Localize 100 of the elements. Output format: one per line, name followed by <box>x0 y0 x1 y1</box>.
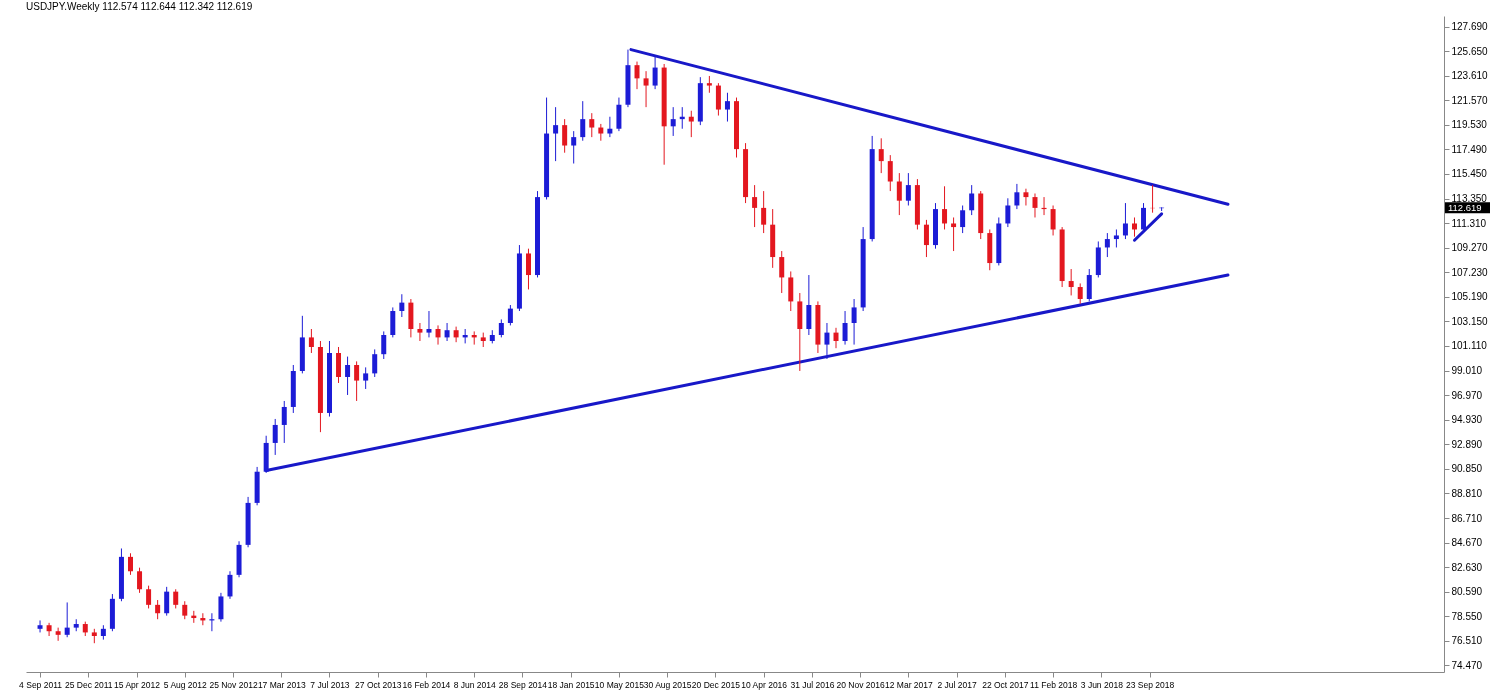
candlestick <box>1104 232 1110 258</box>
x-tick-label: 15 Apr 2012 <box>114 679 161 690</box>
y-tick-label: 107.230 <box>1451 266 1489 278</box>
candlestick <box>670 106 676 137</box>
candlestick <box>308 328 314 354</box>
candlestick <box>842 310 848 346</box>
candlestick <box>688 110 694 138</box>
y-tick-label: 103.150 <box>1451 315 1489 327</box>
x-tick-label: 27 Oct 2013 <box>355 679 402 690</box>
x-tick-label: 25 Dec 2011 <box>65 679 113 690</box>
y-tick-label: 96.970 <box>1451 389 1483 401</box>
candlestick <box>715 82 721 117</box>
x-tick-label: 22 Oct 2017 <box>982 679 1029 690</box>
y-tick-label: 101.110 <box>1451 340 1488 352</box>
candlestick <box>55 627 61 642</box>
candlestick <box>951 216 957 252</box>
y-tick-label: 123.610 <box>1451 70 1489 82</box>
candlestick <box>64 601 70 638</box>
candlestick <box>164 586 170 617</box>
x-tick-label: 8 Jun 2014 <box>453 679 496 690</box>
candlestick <box>37 619 43 633</box>
chart-title: USDJPY.Weekly 112.574 112.644 112.342 112.619 <box>26 1 253 12</box>
x-tick-label: 5 Aug 2012 <box>163 679 208 690</box>
candlestick <box>652 55 658 90</box>
candlestick <box>896 172 902 216</box>
candlestick <box>761 190 767 234</box>
candlestick <box>1005 197 1011 228</box>
candlestick <box>1122 202 1128 240</box>
y-tick-label: 115.450 <box>1451 168 1488 180</box>
x-tick-label: 25 Nov 2012 <box>209 679 258 690</box>
candlestick <box>444 322 450 342</box>
candlestick <box>227 570 233 600</box>
candlestick <box>525 248 531 290</box>
candlestick <box>507 304 513 326</box>
candlestick <box>1032 192 1038 218</box>
y-tick-label: 82.630 <box>1451 561 1483 573</box>
y-tick-label: 84.670 <box>1451 537 1483 549</box>
candlestick <box>1014 183 1020 210</box>
x-tick-label: 12 Mar 2017 <box>884 679 933 690</box>
x-tick-label: 4 Sep 2011 <box>19 679 63 690</box>
y-tick-label: 78.550 <box>1451 610 1483 622</box>
candlestick <box>887 154 893 192</box>
candlestick <box>345 356 351 396</box>
candlestick <box>137 567 143 594</box>
y-tick-label: 99.010 <box>1451 365 1483 377</box>
y-tick-label: 127.690 <box>1451 21 1489 33</box>
candlestick <box>1131 216 1137 238</box>
candlestick <box>1050 204 1056 236</box>
candlestick <box>634 61 640 90</box>
x-tick-label: 28 Sep 2014 <box>498 679 548 690</box>
x-tick-label: 11 Feb 2018 <box>1030 679 1078 690</box>
x-tick-label: 20 Nov 2016 <box>836 679 885 690</box>
candlestick <box>453 326 459 343</box>
candlestick <box>806 274 812 336</box>
y-tick-label: 90.850 <box>1451 463 1483 475</box>
x-tick-label: 16 Feb 2014 <box>402 679 451 690</box>
x-tick-label: 3 Jun 2018 <box>1080 679 1124 690</box>
candlestick <box>643 70 649 108</box>
candlestick <box>1068 268 1074 296</box>
candlestick <box>580 100 586 142</box>
x-tick-label: 17 Mar 2013 <box>257 679 306 690</box>
candlestick <box>363 366 369 390</box>
candlestick <box>571 130 577 165</box>
candlestick <box>173 588 179 609</box>
candlestick <box>1086 268 1092 302</box>
x-tick-label: 30 Aug 2015 <box>643 679 692 690</box>
x-tick-label: 20 Dec 2015 <box>691 679 741 690</box>
candlestick <box>1077 282 1083 305</box>
candlestick <box>562 118 568 154</box>
candlestick <box>426 310 432 338</box>
y-tick-label: 125.650 <box>1451 45 1489 57</box>
candlestick <box>155 599 161 620</box>
candlestick <box>46 622 52 637</box>
candlestick <box>960 204 966 234</box>
candlestick <box>607 116 613 138</box>
candlestick <box>218 592 224 623</box>
x-tick-label: 10 May 2015 <box>594 679 645 690</box>
candlestick <box>1023 188 1029 206</box>
x-tick-label: 10 Apr 2016 <box>741 679 788 690</box>
y-tick-label: 117.490 <box>1451 143 1488 155</box>
x-tick-label: 7 Jul 2013 <box>310 679 350 690</box>
candlestick <box>390 306 396 338</box>
candlestick <box>942 185 948 230</box>
y-tick-label: 88.810 <box>1451 487 1483 499</box>
x-tick-label: 31 Jul 2016 <box>790 679 835 690</box>
x-tick-label: 2 Jul 2017 <box>937 679 977 690</box>
candlestick <box>127 552 133 576</box>
candlestick <box>1141 202 1147 234</box>
candlestick <box>779 250 785 294</box>
x-tick-label: 18 Jan 2015 <box>547 679 595 690</box>
y-tick-label: 121.570 <box>1451 94 1489 106</box>
candlestick <box>281 400 287 444</box>
candlestick <box>878 137 884 174</box>
candlestick <box>833 327 839 349</box>
candlestick <box>272 418 278 456</box>
y-tick-label: 105.190 <box>1451 291 1489 303</box>
candlestick <box>616 97 622 132</box>
candlestick <box>381 330 387 360</box>
y-tick-label: 111.310 <box>1451 217 1487 229</box>
candlestick <box>399 293 405 318</box>
